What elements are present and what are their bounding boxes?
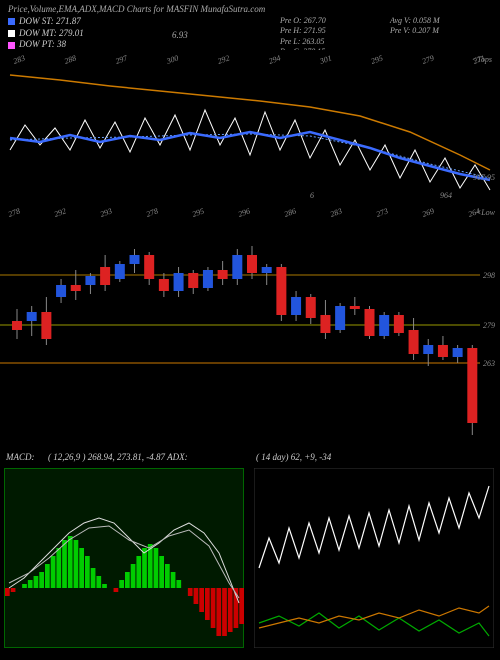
adx-chart	[254, 468, 494, 648]
macd-params: ( 12,26,9 ) 268.94, 273.81, -4.87 ADX:	[48, 452, 188, 462]
svg-text:964: 964	[440, 191, 452, 200]
svg-text:6: 6	[310, 191, 314, 200]
svg-text:279: 279	[483, 321, 495, 330]
page-title: Price,Volume,EMA,ADX,MACD Charts for MAS…	[8, 4, 492, 14]
center-value: 6.93	[172, 30, 188, 40]
candlestick-panel: 278292293278295296286283273269264<Low298…	[0, 205, 500, 450]
svg-text:298: 298	[483, 271, 495, 280]
svg-text:263: 263	[483, 359, 495, 368]
macd-label: MACD:	[6, 452, 35, 462]
volume-info: Avg V: 0.058 MPre V: 0.207 M	[390, 16, 440, 37]
svg-text:917.95: 917.95	[473, 173, 495, 182]
legend: DOW ST: 271.87DOW MT: 279.01DOW PT: 38	[8, 16, 84, 51]
ema-panel: 283288297300292294301295279271<Tops917.9…	[0, 50, 500, 205]
adx-params: ( 14 day) 62, +9, -34	[256, 452, 331, 462]
svg-text:<Tops: <Tops	[472, 55, 492, 64]
svg-text:<Low: <Low	[476, 208, 496, 217]
macd-chart	[4, 468, 244, 648]
